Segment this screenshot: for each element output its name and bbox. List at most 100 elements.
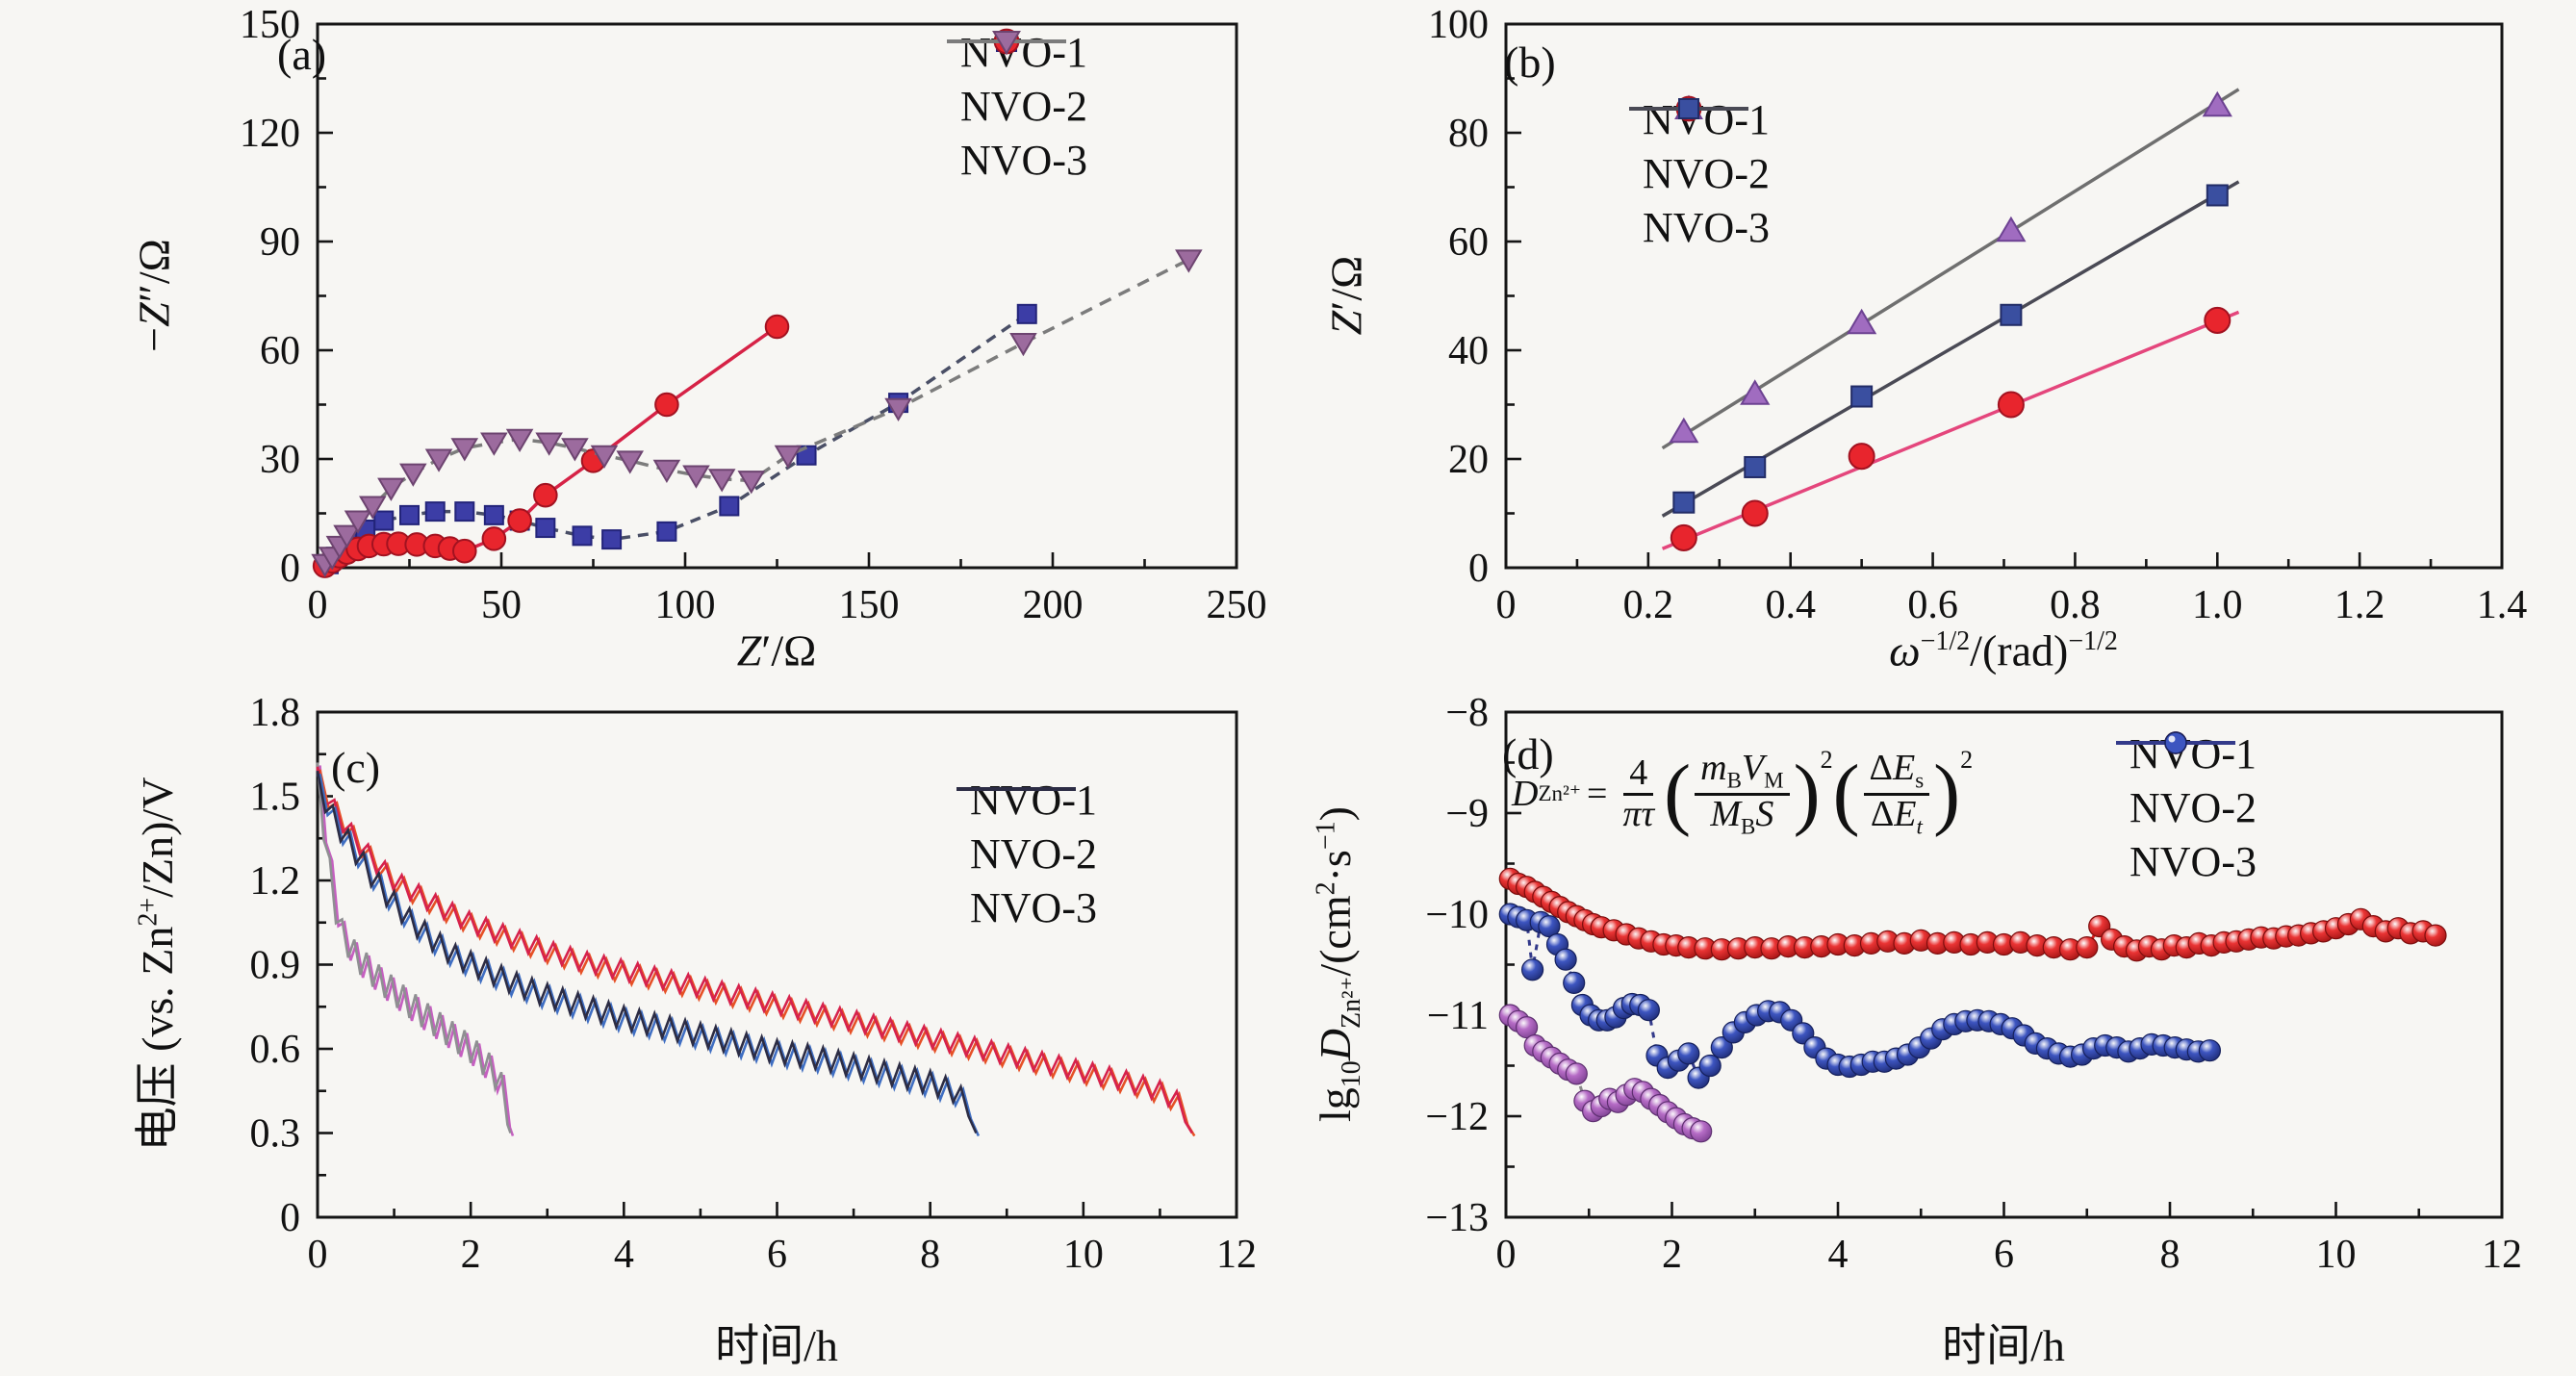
gitt-accent bbox=[319, 774, 981, 1137]
marker-sphere bbox=[2198, 1039, 2222, 1062]
marker-triangle-down bbox=[424, 448, 453, 472]
panel-b-svg: 0 0.2 0.4 0.6 0.8 1.0 1.2 1.4 0 20 40 60 80 100 bbox=[1428, 3, 2527, 627]
axis-label-part: ω bbox=[1889, 625, 1921, 675]
y-tick-label: 60 bbox=[260, 329, 300, 373]
formula-exp-1: 2 bbox=[1820, 746, 1833, 774]
axis-label-part: lg bbox=[1310, 1087, 1360, 1122]
marker-triangle-down bbox=[359, 496, 387, 520]
y-tick-label: −8 bbox=[1445, 691, 1489, 735]
axis-label-part: /(rad) bbox=[1970, 625, 2069, 675]
marker-sphere bbox=[2424, 924, 2447, 947]
marker-triangle-down bbox=[682, 465, 710, 489]
marker-circle bbox=[1848, 443, 1875, 471]
x-tick-label: 8 bbox=[920, 1233, 940, 1277]
y-tick-label: 0.6 bbox=[250, 1028, 301, 1072]
axis-label-part: − bbox=[129, 326, 179, 352]
marker-square bbox=[1678, 98, 1699, 119]
marker-square bbox=[454, 501, 475, 522]
marker-sphere bbox=[1698, 1054, 1722, 1078]
y-tick-label: 0.9 bbox=[250, 944, 301, 988]
marker-square bbox=[1744, 455, 1767, 478]
legend-item-nvo-2: NVO-2 bbox=[2114, 731, 2257, 834]
x-tick-label: 0.8 bbox=[2050, 583, 2101, 627]
series-nvo-2 bbox=[316, 766, 1196, 1137]
x-tick-label: 12 bbox=[1216, 1233, 1257, 1277]
legend-item-nvo-1: NVO-1 bbox=[1627, 92, 1770, 146]
marker-sphere bbox=[1563, 971, 1586, 994]
y-tick-label: 1.2 bbox=[250, 859, 301, 904]
x-tick-label: 2 bbox=[461, 1233, 481, 1277]
series-nvo-1 bbox=[1661, 88, 2240, 450]
marker-triangle-up bbox=[1847, 308, 1877, 335]
axis-label-part: 2 bbox=[1311, 881, 1341, 896]
marker-square bbox=[535, 518, 556, 539]
series-nvo-3 bbox=[316, 771, 981, 1137]
y-tick-label: 0 bbox=[1468, 547, 1489, 591]
marker-sphere bbox=[1565, 1062, 1588, 1085]
panel-c-ylabel: 电压 (vs. Zn2+/Zn)/V bbox=[122, 777, 186, 1152]
panel-b-legend: NVO-1 NVO-2 NVO-3 bbox=[1627, 92, 1770, 254]
marker-square bbox=[601, 529, 623, 550]
marker-square bbox=[399, 504, 420, 525]
series-nvo-2 bbox=[1498, 867, 2447, 962]
marker-triangle-down bbox=[1175, 249, 1203, 273]
axis-label-part: 10 bbox=[1337, 1060, 1367, 1088]
y-tick-label: 0 bbox=[280, 547, 300, 591]
x-tick-label: 4 bbox=[1828, 1233, 1849, 1277]
panel-b: 0 0.2 0.4 0.6 0.8 1.0 1.2 1.4 0 20 40 60 80 100 (b) Z… bbox=[1288, 0, 2576, 688]
marker-square bbox=[373, 510, 395, 531]
series-nvo-2 bbox=[312, 314, 790, 578]
marker-circle bbox=[1670, 523, 1697, 551]
legend-label: NVO-2 bbox=[1643, 149, 1770, 197]
marker-circle bbox=[452, 538, 477, 564]
formula-paren-close-2: ) bbox=[1933, 749, 1961, 839]
axis-label-part: D bbox=[1310, 1028, 1360, 1061]
marker-triangle-up bbox=[2202, 90, 2232, 117]
legend-label: NVO-1 bbox=[970, 776, 1097, 824]
x-tick-label: 6 bbox=[767, 1233, 787, 1277]
marker-circle bbox=[481, 526, 507, 551]
formula-D-sub: Zn²⁺ bbox=[1538, 781, 1582, 806]
x-tick-label: 10 bbox=[2316, 1233, 2357, 1277]
marker-triangle-up bbox=[1996, 216, 2027, 242]
marker-triangle-down bbox=[737, 471, 766, 495]
legend-marker-icon bbox=[947, 31, 1066, 56]
marker-square bbox=[572, 525, 593, 547]
legend-label: NVO-2 bbox=[970, 829, 1097, 878]
y-tick-label: 30 bbox=[260, 438, 300, 482]
x-tick-label: 100 bbox=[655, 583, 716, 627]
axis-label-part: 电压 (vs. Zn bbox=[133, 926, 182, 1152]
marker-square bbox=[656, 521, 677, 542]
marker-triangle-down bbox=[480, 432, 508, 456]
x-tick-label: 0 bbox=[1496, 1233, 1517, 1277]
marker-square bbox=[1850, 385, 1874, 408]
legend-item-nvo-3: NVO-3 bbox=[945, 31, 1087, 187]
marker-triangle-down bbox=[377, 477, 405, 501]
marker-triangle-down bbox=[616, 450, 644, 474]
series-nvo-3 bbox=[1661, 180, 2240, 518]
formula-paren-open-2: ( bbox=[1832, 749, 1860, 839]
marker-square bbox=[2000, 303, 2023, 326]
panel-b-xlabel: ω−1/2/(rad)−1/2 bbox=[1889, 625, 2118, 676]
legend-item-nvo-2: NVO-2 bbox=[1627, 95, 1770, 200]
panel-a-tag: (a) bbox=[277, 30, 327, 79]
axis-label-part: −1/2 bbox=[1920, 626, 1971, 657]
formula-paren-close-1: ) bbox=[1793, 749, 1821, 839]
x-tick-label: 1.0 bbox=[2192, 583, 2243, 627]
formula-eq: = bbox=[1587, 774, 1608, 815]
axis-label-part: −1 bbox=[1311, 821, 1341, 851]
marker-circle bbox=[1997, 391, 2025, 419]
marker-circle bbox=[507, 508, 532, 533]
panel-d-svg: 0 2 4 6 8 10 12 −13 −12 −11 −10 −9 −8 bbox=[1425, 691, 2522, 1277]
panel-c-tag: (c) bbox=[331, 743, 381, 792]
marker-sphere bbox=[1710, 1036, 1733, 1059]
marker-square bbox=[1672, 491, 1696, 514]
marker-circle bbox=[1741, 499, 1769, 527]
panel-a-legend: NVO-1 NVO-2 NVO-3 bbox=[945, 25, 1087, 187]
legend-item-nvo-2: NVO-2 bbox=[945, 28, 1087, 133]
legend-marker-icon bbox=[956, 787, 1076, 791]
axis-label-part: Z bbox=[736, 625, 762, 675]
formula-frac1-den: πτ bbox=[1622, 793, 1655, 834]
axis-label-part: /(cm bbox=[1310, 895, 1360, 977]
